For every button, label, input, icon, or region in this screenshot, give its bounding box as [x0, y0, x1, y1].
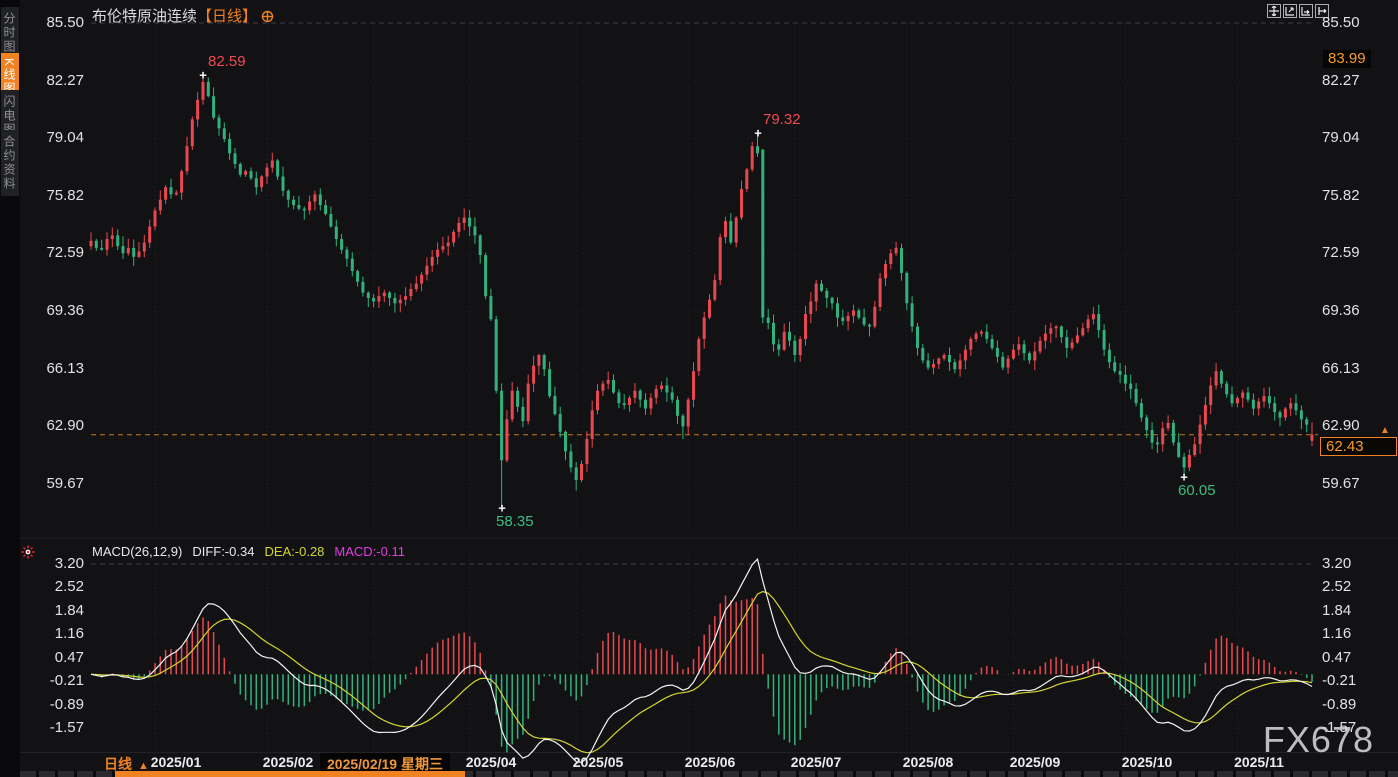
macd-axis-label: -0.89 [1322, 696, 1357, 713]
sidebar-tab-4[interactable]: 合约资料 [1, 130, 19, 196]
price-axis-label: 69.36 [46, 302, 84, 319]
indicator-settings-icon[interactable] [21, 545, 35, 564]
price-axis-label: 82.27 [1322, 72, 1360, 89]
x-axis-label: 2025/11 [1234, 754, 1284, 770]
price-annotation: 60.05 [1178, 482, 1216, 499]
period-selector[interactable]: 日线 ▲ [104, 754, 149, 774]
price-point-marker: + [498, 500, 506, 516]
price-axis-label: 72.59 [46, 244, 84, 261]
x-axis-label: 2025/09 [1009, 754, 1061, 770]
macd-axis-label: -1.57 [49, 719, 84, 736]
last-price-badge: 62.43 [1320, 437, 1397, 456]
zoom-y-axis-icon[interactable] [1283, 4, 1297, 18]
macd-axis-label: -1.57 [1322, 719, 1357, 736]
macd-title: MACD(26,12,9) [92, 544, 183, 559]
macd-axis-label: 1.16 [54, 625, 84, 642]
macd-axis-label: 1.84 [54, 602, 84, 619]
price-point-marker: + [199, 67, 207, 83]
x-axis-label: 2025/07 [790, 754, 842, 770]
price-axis-label: 69.36 [1322, 302, 1360, 319]
time-scrollbar-thumb[interactable] [115, 771, 465, 777]
x-axis-label: 2025/06 [684, 754, 736, 770]
macd-axis-label: -0.21 [1322, 672, 1357, 689]
x-axis-label: 2025/10 [1121, 754, 1173, 770]
x-axis-label: 2025/05 [572, 754, 624, 770]
price-axis-label: 59.67 [1322, 475, 1360, 492]
macd-axis-label: 0.47 [54, 649, 84, 666]
watermark: FX678 [1262, 719, 1374, 760]
pan-right-icon[interactable] [1315, 4, 1329, 18]
price-annotation: 58.35 [496, 513, 534, 530]
chart-toolbar [1267, 4, 1329, 18]
price-axis-label: 62.90 [1322, 417, 1360, 434]
sidebar-tab-2[interactable]: K线图 [1, 53, 19, 102]
macd-diff-value: DIFF:-0.34 [192, 544, 255, 559]
period-tag: 【日线】 [197, 8, 258, 25]
macd-dea-value: DEA:-0.28 [264, 544, 325, 559]
settings-gear-icon[interactable] [261, 10, 274, 27]
macd-axis-label: 2.52 [54, 578, 84, 595]
last-price-up-arrow-icon: ▲ [1380, 425, 1390, 436]
zoom-x-axis-icon[interactable] [1299, 4, 1313, 18]
period-arrow-icon: ▲ [138, 760, 149, 772]
price-axis-label: 82.27 [46, 72, 84, 89]
macd-macd-value: MACD:-0.11 [334, 544, 405, 559]
price-axis-label: 59.67 [46, 475, 84, 492]
upper-price-badge: 83.99 [1323, 50, 1371, 68]
price-axis-label: 79.04 [1322, 129, 1360, 146]
macd-axis-label: -0.21 [49, 672, 84, 689]
x-axis-label: 2025/04 [465, 754, 517, 770]
price-axis-label: 72.59 [1322, 244, 1360, 261]
time-scrollbar-track[interactable] [20, 771, 1398, 777]
macd-axis-label: 2.52 [1322, 578, 1352, 595]
price-axis-label: 66.13 [1322, 360, 1360, 377]
price-axis-label: 62.90 [46, 417, 84, 434]
macd-axis-label: 3.20 [1322, 555, 1352, 572]
macd-axis-label: 3.20 [54, 555, 84, 572]
price-point-marker: + [754, 125, 762, 141]
macd-axis-label: 0.47 [1322, 649, 1352, 666]
x-axis-label: 2025/01 [150, 754, 202, 770]
x-axis-label: 2025/02 [262, 754, 314, 770]
period-label: 日线 [104, 756, 132, 772]
price-point-marker: + [1180, 469, 1188, 485]
sidebar-tab-3[interactable]: 闪电图 [1, 90, 19, 142]
macd-header: MACD(26,12,9) DIFF:-0.34 DEA:-0.28 MACD:-0.… [92, 544, 415, 559]
price-axis-label: 79.04 [46, 129, 84, 146]
chart-title: 布伦特原油连续【日线】 [92, 5, 274, 27]
sidebar: 分时图 K线图 闪电图 合约资料 [0, 0, 20, 777]
sidebar-tab-1[interactable]: 分时图 [1, 7, 19, 59]
price-annotation: 82.59 [208, 53, 246, 70]
price-axis-label: 66.13 [46, 360, 84, 377]
price-axis-label: 75.82 [1322, 187, 1360, 204]
macd-axis-label: 1.84 [1322, 602, 1352, 619]
instrument-name: 布伦特原油连续 [92, 8, 198, 25]
price-axis-label: 75.82 [46, 187, 84, 204]
price-annotation: 79.32 [763, 111, 801, 128]
selected-date-badge: 2025/02/19 星期三 [320, 753, 450, 775]
x-axis-label: 2025/08 [902, 754, 954, 770]
crosshair-icon[interactable] [1267, 4, 1281, 18]
price-axis-label: 85.50 [46, 14, 84, 31]
macd-axis-label: 1.16 [1322, 625, 1352, 642]
price-axis-label: 85.50 [1322, 14, 1360, 31]
macd-axis-label: -0.89 [49, 696, 84, 713]
